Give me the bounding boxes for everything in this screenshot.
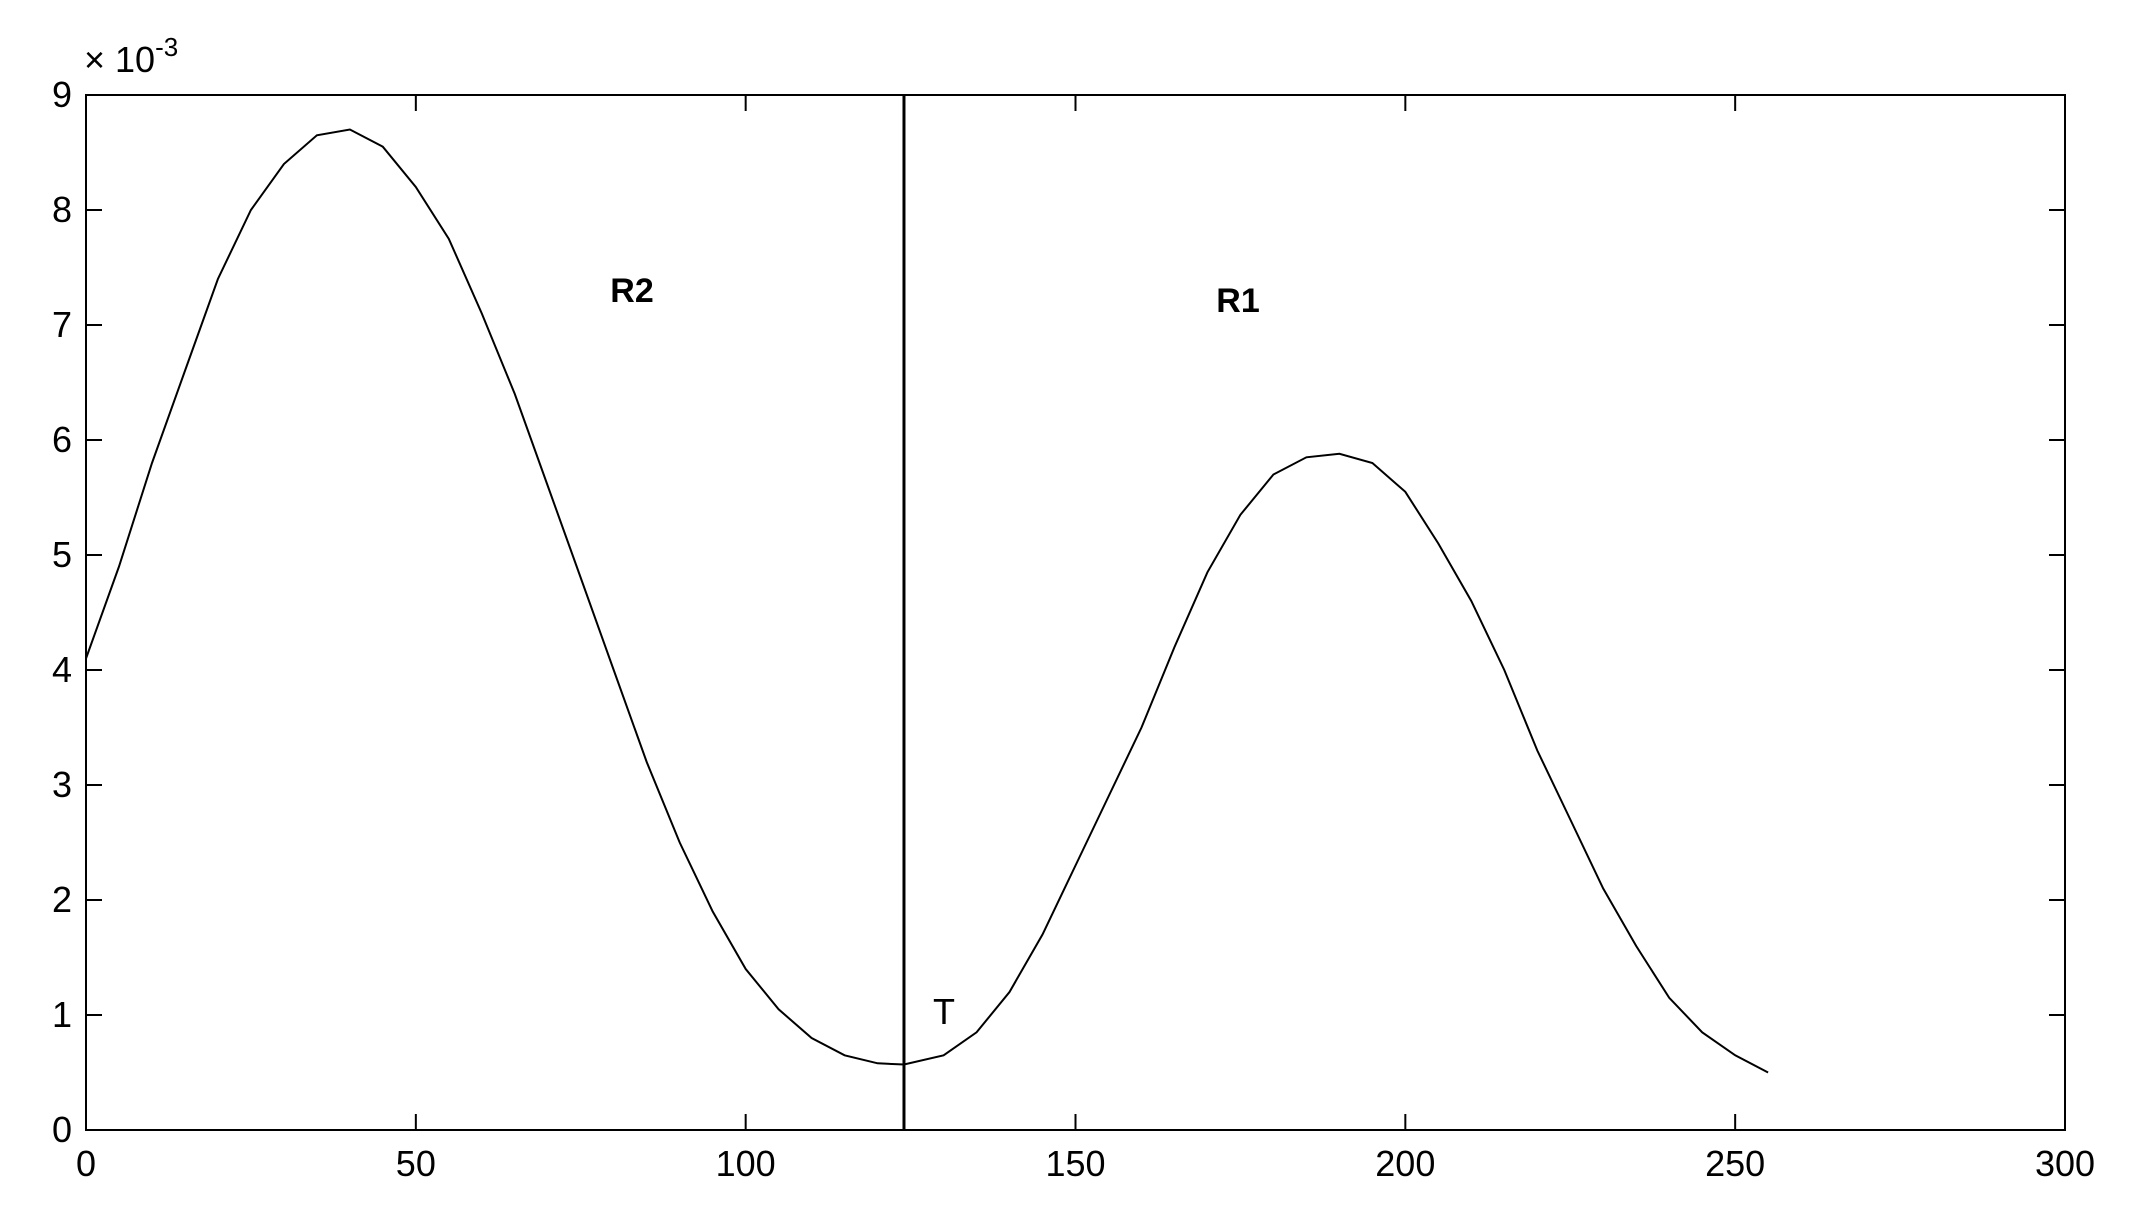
- y-tick-label: 0: [52, 1109, 72, 1150]
- y-tick-label: 9: [52, 74, 72, 115]
- x-tick-label: 300: [2035, 1143, 2095, 1184]
- y-multiplier-exponent: -3: [155, 32, 178, 62]
- x-tick-label: 200: [1375, 1143, 1435, 1184]
- plot-frame: [85, 94, 2066, 1131]
- y-tick-label: 4: [52, 649, 72, 690]
- x-tick-label: 50: [396, 1143, 436, 1184]
- annotation: R2: [610, 272, 653, 310]
- annotation: R1: [1216, 282, 1259, 320]
- y-tick-label: 6: [52, 419, 72, 460]
- y-tick-label: 2: [52, 879, 72, 920]
- y-tick-label: 5: [52, 534, 72, 575]
- annotation: T: [933, 991, 955, 1032]
- y-tick-label: 8: [52, 189, 72, 230]
- y-tick-label: 1: [52, 994, 72, 1035]
- x-tick-label: 150: [1045, 1143, 1105, 1184]
- y-multiplier: × 10-3: [84, 32, 178, 80]
- y-tick-label: 3: [52, 764, 72, 805]
- x-tick-label: 250: [1705, 1143, 1765, 1184]
- y-tick-label: 7: [52, 304, 72, 345]
- x-tick-label: 0: [76, 1143, 96, 1184]
- data-line: [85, 128, 1769, 1074]
- y-multiplier-base: × 10: [84, 39, 155, 80]
- x-tick-label: 100: [716, 1143, 776, 1184]
